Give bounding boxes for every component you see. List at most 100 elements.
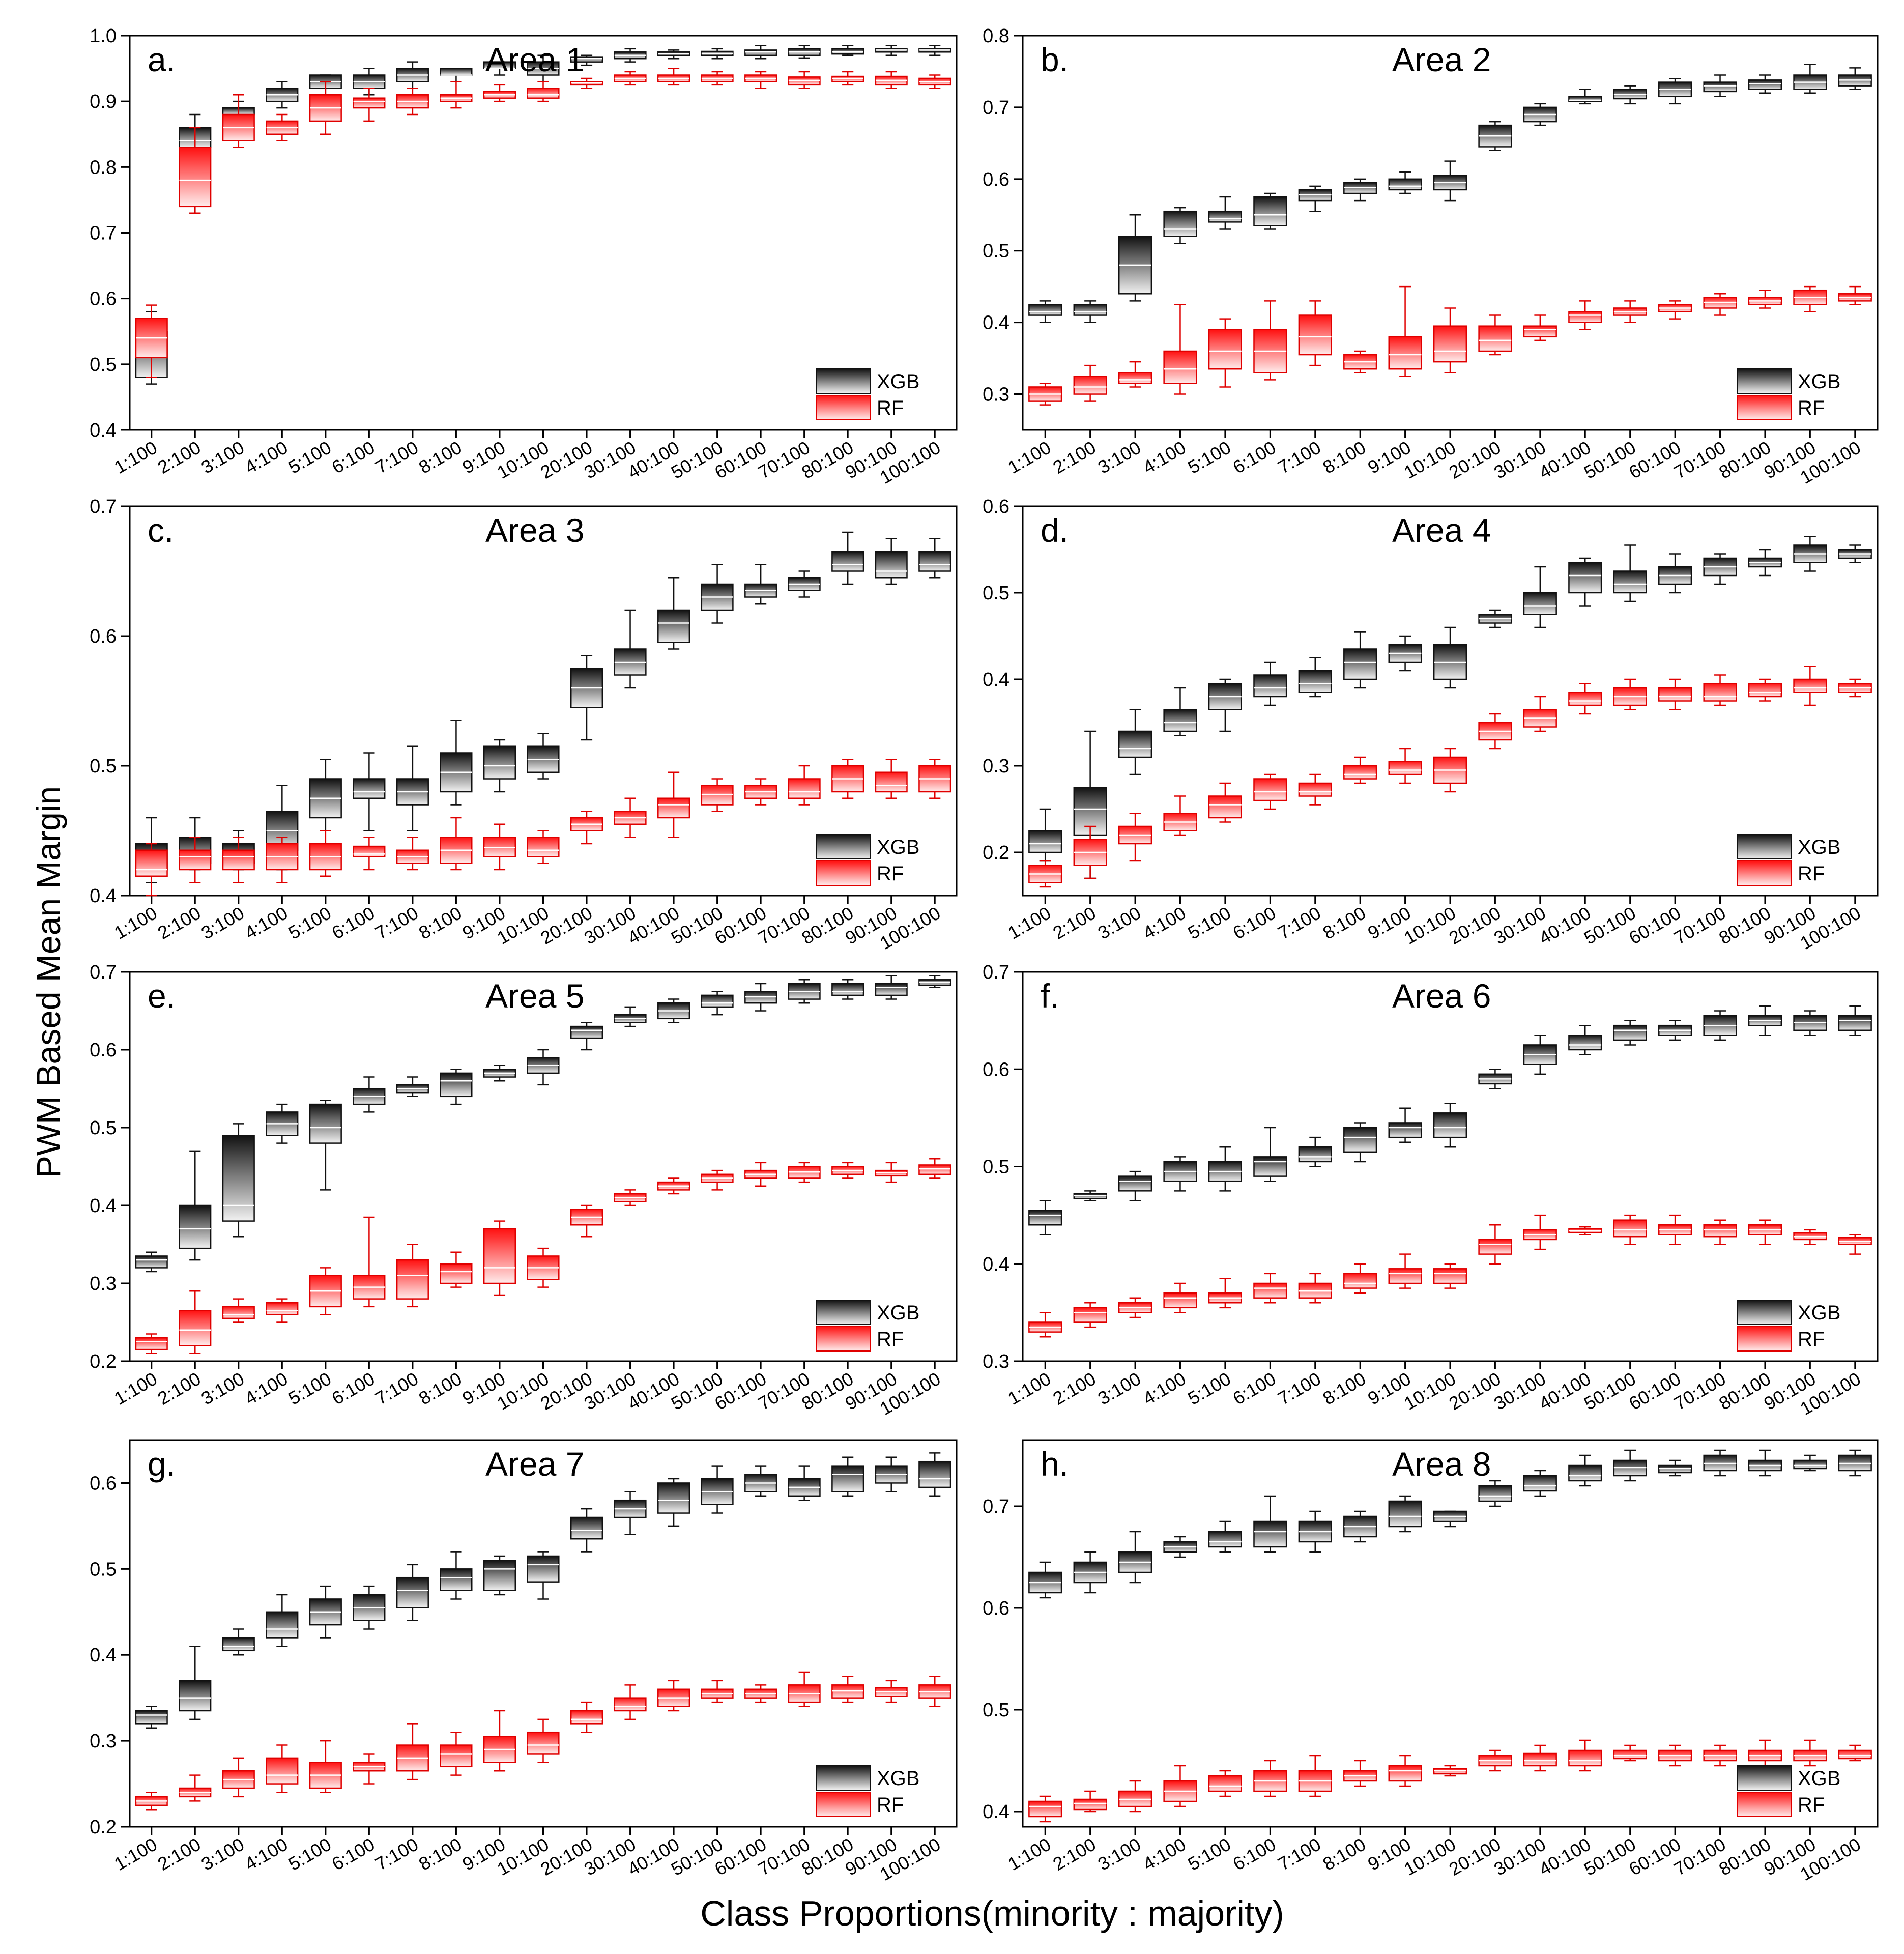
box-body <box>831 983 864 996</box>
rf-box <box>744 778 777 806</box>
box-body <box>1748 79 1782 90</box>
xgb-box <box>1703 1449 1737 1477</box>
xgb-box <box>266 81 299 109</box>
box-body <box>1118 1175 1152 1192</box>
xgb-box <box>1163 1536 1197 1558</box>
x-tick-label: 2:100 <box>154 1833 205 1875</box>
rf-box <box>1343 756 1377 784</box>
rf-box <box>1253 300 1287 381</box>
x-tick-label: 5:100 <box>284 902 335 943</box>
box-body <box>1838 1749 1872 1760</box>
rf-box <box>1478 314 1512 356</box>
box-body <box>1478 1485 1512 1502</box>
rf-box <box>396 1723 429 1780</box>
xgb-box <box>1118 1531 1152 1584</box>
panel-a: 0.4 0.5 0.6 0.7 0.8 0.9 1.0 1:1002:1003:1004:10… <box>90 25 958 488</box>
legend-swatch-xgb <box>1737 834 1792 859</box>
box-body <box>483 1560 516 1591</box>
x-tick-label: 20:100 <box>1446 1833 1505 1880</box>
box-body <box>179 1204 212 1249</box>
box-body <box>1298 782 1332 797</box>
rf-box <box>309 81 342 135</box>
panel-title: Area 1 <box>485 41 584 78</box>
rf-box <box>1838 1744 1872 1762</box>
xgb-box <box>1703 74 1737 98</box>
rf-box <box>1523 1744 1557 1772</box>
xgb-box <box>1163 1156 1197 1192</box>
x-tick-label: 8:100 <box>415 437 466 478</box>
x-tick-label: 2:100 <box>1049 437 1100 478</box>
panel-title: Area 6 <box>1392 977 1491 1015</box>
y-tick-label: 0.3 <box>983 384 1009 406</box>
box-body <box>918 1164 951 1175</box>
rf-box <box>1613 1214 1647 1245</box>
rf-box <box>1433 748 1467 793</box>
legend-swatch-rf <box>1737 860 1792 886</box>
rf-box <box>1838 285 1872 305</box>
xgb-box <box>1208 678 1242 732</box>
x-tick-label: 6:100 <box>328 902 379 943</box>
panel-title: Area 8 <box>1392 1445 1491 1483</box>
x-tick-label: 1:100 <box>1004 437 1055 478</box>
y-tick-label: 0.7 <box>983 1496 1009 1517</box>
legend-label-xgb: XGB <box>877 1767 919 1790</box>
rf-box <box>875 71 908 89</box>
rf-box <box>744 1162 777 1187</box>
box-body <box>1478 325 1512 352</box>
box-body <box>222 1637 255 1652</box>
xgb-box <box>1478 609 1512 628</box>
legend-swatch-xgb <box>816 368 871 394</box>
rf-box <box>1478 1749 1512 1772</box>
x-tick-label: 2:100 <box>154 437 205 478</box>
xgb-box <box>1433 626 1467 689</box>
y-tick-label: 0.3 <box>90 1731 117 1752</box>
xgb-box <box>1118 1170 1152 1201</box>
rf-box <box>353 837 386 871</box>
box-body <box>1793 678 1827 693</box>
x-tick-label: 8:100 <box>415 1368 466 1409</box>
xgb-box <box>1433 1102 1467 1148</box>
box-body <box>1028 1210 1062 1226</box>
rf-box <box>1568 1739 1602 1772</box>
panel-letter: c. <box>148 511 174 549</box>
legend-swatch-xgb <box>1737 1765 1792 1791</box>
y-tick-label: 0.9 <box>90 91 117 112</box>
xgb-box <box>135 1251 168 1273</box>
xgb-box <box>744 1465 777 1497</box>
box-body <box>1298 670 1332 693</box>
rf-box <box>744 71 777 89</box>
box-body <box>1478 1239 1512 1255</box>
x-tick-label: 6:100 <box>1229 902 1280 943</box>
rf-box <box>527 1718 560 1763</box>
rf-box <box>1253 773 1287 810</box>
xgb-box <box>1028 808 1062 862</box>
y-tick-label: 0.8 <box>90 157 117 178</box>
rf-box <box>135 1792 168 1811</box>
box-body <box>1163 350 1197 384</box>
box-body <box>1568 96 1602 102</box>
box-body <box>1073 1798 1107 1811</box>
x-tick-label: 4:100 <box>241 1368 292 1409</box>
rf-box <box>222 837 255 883</box>
legend-swatch-rf <box>1737 1326 1792 1352</box>
rf-box <box>440 81 473 109</box>
xgb-box <box>1208 1146 1242 1192</box>
box-body <box>1343 1273 1377 1289</box>
rf-box <box>614 1684 647 1720</box>
xgb-box <box>1568 89 1602 105</box>
box-body <box>527 88 560 99</box>
y-tick-label: 0.3 <box>983 1351 1009 1372</box>
xgb-box <box>788 1465 821 1501</box>
y-tick-label: 0.7 <box>90 223 117 244</box>
box-body <box>135 1337 168 1350</box>
rf-box <box>135 304 168 378</box>
y-tick-label: 0.4 <box>983 1254 1009 1275</box>
y-tick-label: 0.3 <box>90 1273 117 1295</box>
rf-box <box>483 823 516 871</box>
rf-box <box>1703 293 1737 316</box>
xgb-box <box>1433 1510 1467 1528</box>
rf-box <box>1658 1214 1692 1245</box>
rf-box <box>918 1676 951 1707</box>
rf-box <box>1658 1744 1692 1767</box>
x-tick-label: 20:100 <box>1446 902 1505 949</box>
